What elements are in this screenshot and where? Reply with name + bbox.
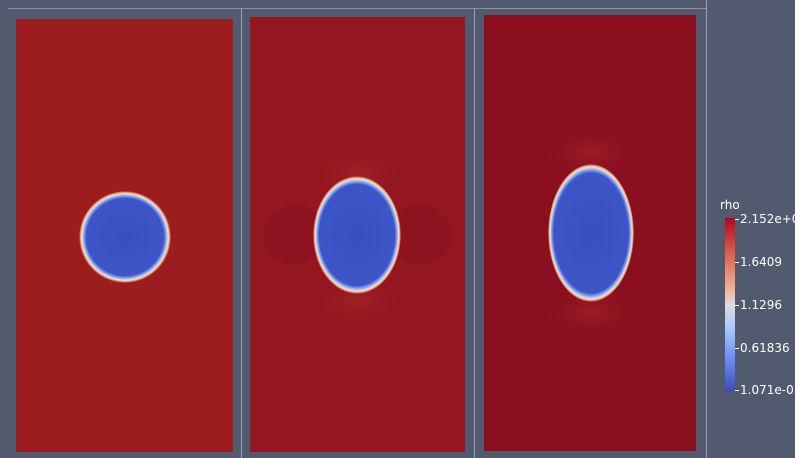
bubble bbox=[548, 164, 634, 302]
render-view-3[interactable] bbox=[484, 15, 696, 451]
pressure-lobe-top bbox=[307, 146, 407, 198]
view-separator-2[interactable] bbox=[474, 8, 475, 458]
density-field-view-2 bbox=[250, 17, 465, 452]
pressure-lobe-bottom bbox=[307, 276, 407, 328]
render-view-1[interactable] bbox=[16, 19, 233, 452]
color-legend-panel: rho 2.152e+0 1.6409 1.1296 0.61836 1.071… bbox=[710, 0, 795, 458]
tick-mark-min bbox=[735, 390, 739, 391]
tick-label-max: 2.152e+0 bbox=[740, 212, 795, 226]
bubble bbox=[313, 176, 401, 294]
view-separator-1[interactable] bbox=[241, 8, 242, 458]
view-separator-3[interactable] bbox=[706, 0, 707, 458]
legend-title: rho bbox=[720, 198, 740, 212]
tick-label-2: 1.6409 bbox=[740, 255, 782, 269]
tick-mark-max bbox=[735, 219, 739, 220]
tick-mark-3 bbox=[735, 305, 739, 306]
pressure-lobe-left bbox=[263, 205, 327, 265]
bubble bbox=[79, 191, 171, 283]
density-field-view-1 bbox=[16, 19, 233, 452]
density-field-view-3 bbox=[484, 15, 696, 451]
pressure-lobe-right bbox=[388, 205, 452, 265]
pressure-lobe-top bbox=[541, 125, 641, 181]
frame-top-line bbox=[8, 8, 706, 9]
color-bar bbox=[725, 218, 735, 391]
tick-mark-2 bbox=[735, 262, 739, 263]
tick-label-4: 0.61836 bbox=[740, 341, 790, 355]
tick-label-min: 1.071e-01 bbox=[740, 383, 795, 397]
render-view-2[interactable] bbox=[250, 17, 465, 452]
pressure-lobe-bottom bbox=[541, 285, 641, 341]
tick-label-3: 1.1296 bbox=[740, 298, 782, 312]
tick-mark-4 bbox=[735, 348, 739, 349]
